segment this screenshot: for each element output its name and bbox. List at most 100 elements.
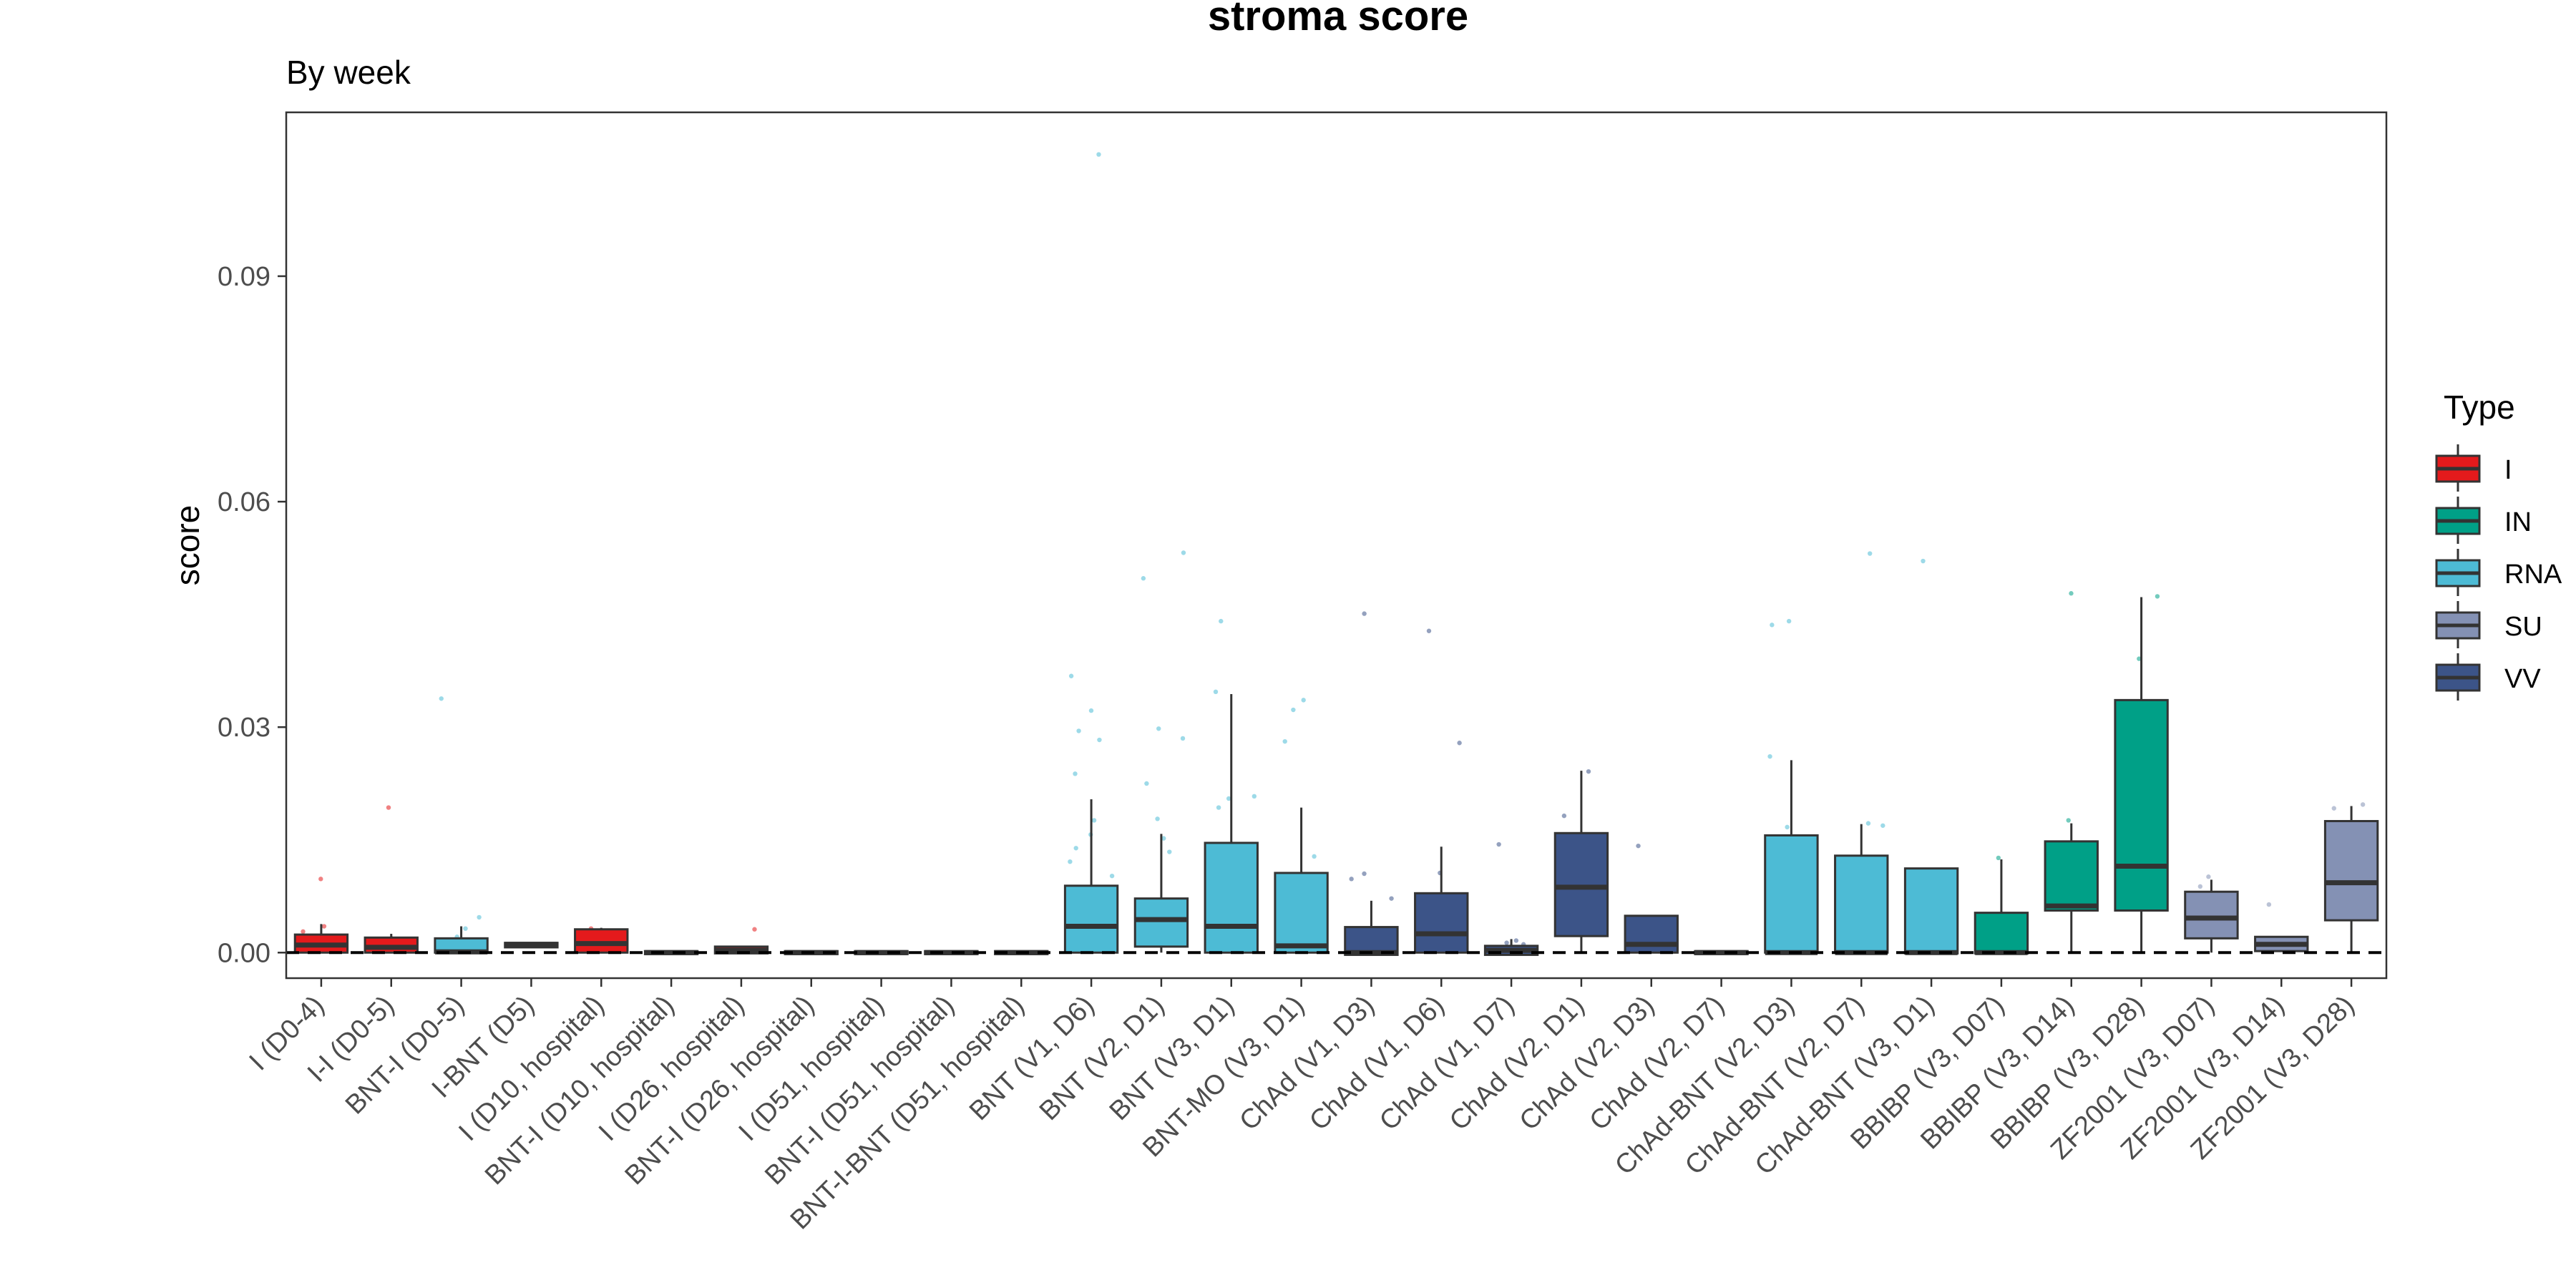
data-point bbox=[463, 926, 468, 931]
data-point bbox=[1068, 859, 1073, 864]
y-tick-label: 0.00 bbox=[218, 938, 270, 968]
box bbox=[1414, 892, 1469, 954]
data-point bbox=[321, 924, 327, 929]
data-point bbox=[1457, 741, 1462, 746]
box bbox=[1063, 884, 1119, 954]
legend-label: RNA bbox=[2504, 560, 2562, 590]
data-point bbox=[2069, 591, 2074, 596]
data-point bbox=[1291, 707, 1296, 713]
data-point bbox=[1141, 576, 1146, 581]
box bbox=[574, 928, 629, 954]
box bbox=[1903, 867, 1959, 955]
data-point bbox=[752, 927, 757, 932]
data-point bbox=[1785, 824, 1790, 830]
data-point bbox=[1097, 737, 1102, 743]
y-tick-label: 0.03 bbox=[218, 713, 270, 743]
data-point bbox=[1362, 871, 1367, 877]
data-point bbox=[1349, 877, 1354, 882]
data-point bbox=[1156, 726, 1161, 731]
data-point bbox=[1867, 551, 1873, 556]
data-point bbox=[1181, 550, 1186, 555]
x-tick-label: BNT (V1, D6) bbox=[964, 990, 1100, 1126]
data-point bbox=[2066, 818, 2071, 823]
data-point bbox=[1213, 689, 1219, 695]
data-point bbox=[1426, 628, 1432, 633]
y-axis-title: score bbox=[169, 505, 206, 585]
data-point bbox=[2360, 802, 2366, 807]
data-point bbox=[1786, 618, 1792, 624]
data-point bbox=[1144, 781, 1149, 786]
data-point bbox=[1282, 738, 1287, 744]
data-point bbox=[1167, 849, 1172, 854]
data-point bbox=[1088, 708, 1094, 713]
box bbox=[1624, 914, 1679, 954]
data-point bbox=[301, 929, 306, 935]
data-point bbox=[1880, 823, 1885, 828]
legend-label: SU bbox=[2504, 612, 2542, 642]
data-point bbox=[1219, 618, 1224, 624]
data-point bbox=[1513, 938, 1519, 943]
chart-title: stroma score bbox=[1208, 0, 1468, 39]
data-point bbox=[1636, 843, 1641, 849]
data-point bbox=[2155, 594, 2160, 599]
data-point bbox=[1216, 805, 1221, 810]
plot-panel-border bbox=[285, 111, 2388, 980]
data-point bbox=[1068, 673, 1074, 678]
data-point bbox=[2197, 884, 2203, 889]
data-point bbox=[1301, 698, 1306, 703]
data-point bbox=[2331, 806, 2336, 811]
legend-label: VV bbox=[2504, 664, 2541, 694]
box bbox=[2114, 698, 2169, 912]
data-point bbox=[1161, 836, 1166, 841]
legend-title: Type bbox=[2444, 389, 2515, 426]
legend-label: IN bbox=[2504, 507, 2532, 537]
data-point bbox=[1076, 728, 1081, 733]
box bbox=[1553, 831, 1609, 937]
box bbox=[2323, 819, 2379, 922]
data-point bbox=[1155, 816, 1160, 821]
legend-label: I bbox=[2504, 455, 2512, 485]
data-point bbox=[1586, 769, 1591, 774]
data-point bbox=[1996, 855, 2001, 861]
data-point bbox=[1767, 753, 1772, 759]
data-point bbox=[1180, 736, 1186, 741]
data-point bbox=[1091, 818, 1097, 823]
data-point bbox=[1865, 821, 1871, 826]
box bbox=[2184, 890, 2239, 940]
data-point bbox=[1561, 813, 1567, 819]
data-point bbox=[439, 696, 444, 701]
data-point bbox=[1252, 794, 1257, 799]
data-point bbox=[1073, 846, 1078, 851]
y-tick-label: 0.09 bbox=[218, 262, 270, 292]
data-point bbox=[1312, 854, 1317, 859]
box bbox=[1974, 912, 2029, 955]
data-point bbox=[1921, 558, 1926, 564]
data-point bbox=[1770, 623, 1775, 628]
data-point bbox=[2137, 656, 2142, 661]
box bbox=[1204, 841, 1259, 954]
x-tick-label: BNT (V3, D1) bbox=[1104, 990, 1240, 1126]
data-point bbox=[1096, 152, 1101, 157]
data-point bbox=[386, 805, 391, 810]
legend: Type I IN RNA SU VV bbox=[2435, 389, 2562, 701]
box bbox=[1764, 834, 1819, 954]
y-tick-label: 0.06 bbox=[218, 487, 270, 517]
data-point bbox=[2206, 874, 2211, 879]
box bbox=[1274, 872, 1329, 954]
data-point bbox=[1362, 611, 1367, 616]
data-point bbox=[318, 877, 323, 882]
data-point bbox=[1073, 771, 1078, 776]
data-point bbox=[1504, 940, 1509, 945]
data-point bbox=[2266, 902, 2272, 907]
data-point bbox=[477, 914, 482, 920]
x-tick-label: BNT (V2, D1) bbox=[1034, 990, 1170, 1126]
box bbox=[2044, 840, 2099, 912]
box bbox=[1834, 854, 1889, 954]
data-point bbox=[1496, 841, 1501, 847]
chart-subtitle: By week bbox=[286, 54, 411, 91]
box bbox=[1133, 897, 1189, 948]
data-point bbox=[1109, 873, 1115, 879]
data-point bbox=[1226, 796, 1231, 801]
data-point bbox=[1389, 896, 1394, 901]
